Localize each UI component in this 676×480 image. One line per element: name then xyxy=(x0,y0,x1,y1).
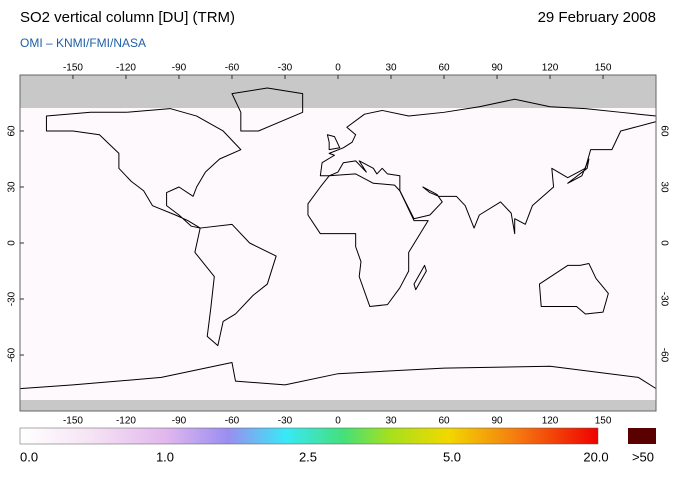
colorbar-label: 2.5 xyxy=(299,449,317,464)
lon-tick-label-top: -150 xyxy=(63,63,83,74)
antarctica xyxy=(20,362,656,388)
lat-tick-label-right: -30 xyxy=(658,292,669,307)
australia xyxy=(539,264,608,314)
south-america xyxy=(195,224,276,345)
lon-tick-label-bottom: 150 xyxy=(595,416,612,427)
eurasia xyxy=(320,99,656,233)
polar-cap-south xyxy=(20,400,656,411)
title: SO2 vertical column [DU] (TRM) xyxy=(20,9,235,26)
britain xyxy=(327,135,339,150)
lon-tick-label-bottom: -60 xyxy=(225,416,240,427)
africa xyxy=(308,174,428,307)
colorbar-label: 0.0 xyxy=(20,449,38,464)
lon-tick-label-top: 90 xyxy=(491,63,503,74)
lon-tick-label-bottom: -150 xyxy=(63,416,83,427)
lon-tick-label-top: -30 xyxy=(278,63,293,74)
lon-tick-label-bottom: 60 xyxy=(438,416,450,427)
lat-tick-label-right: 30 xyxy=(658,181,669,193)
colorbar-overflow xyxy=(628,428,656,444)
colorbar-label: 20.0 xyxy=(583,449,608,464)
coastlines xyxy=(20,88,656,389)
lon-tick-label-top: 150 xyxy=(595,63,612,74)
lat-tick-label-right: -60 xyxy=(658,348,669,363)
japan xyxy=(568,159,589,183)
lon-tick-label-bottom: 90 xyxy=(491,416,503,427)
lat-tick-label-right: 0 xyxy=(658,240,669,246)
lon-tick-label-bottom: 0 xyxy=(335,416,341,427)
north-america xyxy=(46,109,240,228)
colorbar-label: >50 xyxy=(632,449,654,464)
lon-tick-label-bottom: 30 xyxy=(385,416,397,427)
polar-cap-north xyxy=(20,75,656,108)
lon-tick-label-bottom: 120 xyxy=(542,416,559,427)
colorbar-label: 1.0 xyxy=(156,449,174,464)
lat-tick-label-left: -60 xyxy=(7,347,18,362)
lon-tick-label-top: -90 xyxy=(172,63,187,74)
lat-tick-label-left: 60 xyxy=(7,125,18,137)
colorbar-label: 5.0 xyxy=(443,449,461,464)
lon-tick-label-top: -120 xyxy=(116,63,136,74)
madagascar xyxy=(414,265,426,289)
lat-tick-label-left: 30 xyxy=(7,181,18,193)
lon-tick-label-top: 0 xyxy=(335,63,341,74)
lon-tick-label-top: -60 xyxy=(225,63,240,74)
greenland xyxy=(232,88,303,131)
lon-tick-label-top: 120 xyxy=(542,63,559,74)
date: 29 February 2008 xyxy=(538,9,656,26)
lon-tick-label-top: 30 xyxy=(385,63,397,74)
lon-tick-label-bottom: -30 xyxy=(278,416,293,427)
map-area xyxy=(20,75,656,411)
lon-tick-label-bottom: -120 xyxy=(116,416,136,427)
lon-tick-label-bottom: -90 xyxy=(172,416,187,427)
colorbar xyxy=(19,427,599,445)
lon-tick-label-top: 60 xyxy=(438,63,450,74)
lat-tick-label-left: -30 xyxy=(7,291,18,306)
lat-tick-label-right: 60 xyxy=(658,125,669,137)
subtitle: OMI – KNMI/FMI/NASA xyxy=(20,36,146,50)
lat-tick-label-left: 0 xyxy=(7,240,18,246)
